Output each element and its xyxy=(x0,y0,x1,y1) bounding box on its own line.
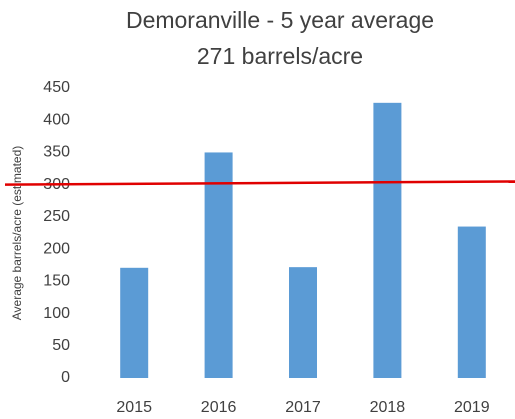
bar xyxy=(120,267,149,378)
y-tick-label: 150 xyxy=(43,273,70,290)
x-tick-label: 2019 xyxy=(454,399,490,416)
x-tick-label: 2017 xyxy=(285,399,321,416)
x-tick-label: 2015 xyxy=(116,399,152,416)
y-tick-label: 450 xyxy=(43,79,70,96)
bar xyxy=(457,226,486,378)
bar xyxy=(373,102,402,379)
y-axis-label: Average barrels/acre (estimated) xyxy=(10,146,24,321)
trend-line xyxy=(4,180,515,186)
x-tick-label: 2018 xyxy=(370,399,406,416)
bar xyxy=(289,267,317,378)
chart-subtitle: 271 barrels/acre xyxy=(197,43,363,69)
y-tick-label: 250 xyxy=(43,208,70,225)
y-tick-label: 100 xyxy=(43,305,70,322)
x-tick-label: 2016 xyxy=(201,399,237,416)
y-tick-label: 50 xyxy=(52,337,70,354)
y-tick-label: 200 xyxy=(43,240,70,257)
bar xyxy=(204,152,233,378)
y-tick-label: 400 xyxy=(43,111,70,128)
y-tick-label: 350 xyxy=(43,144,70,161)
chart-title: Demoranville - 5 year average xyxy=(126,7,434,33)
y-tick-label: 0 xyxy=(61,369,70,386)
